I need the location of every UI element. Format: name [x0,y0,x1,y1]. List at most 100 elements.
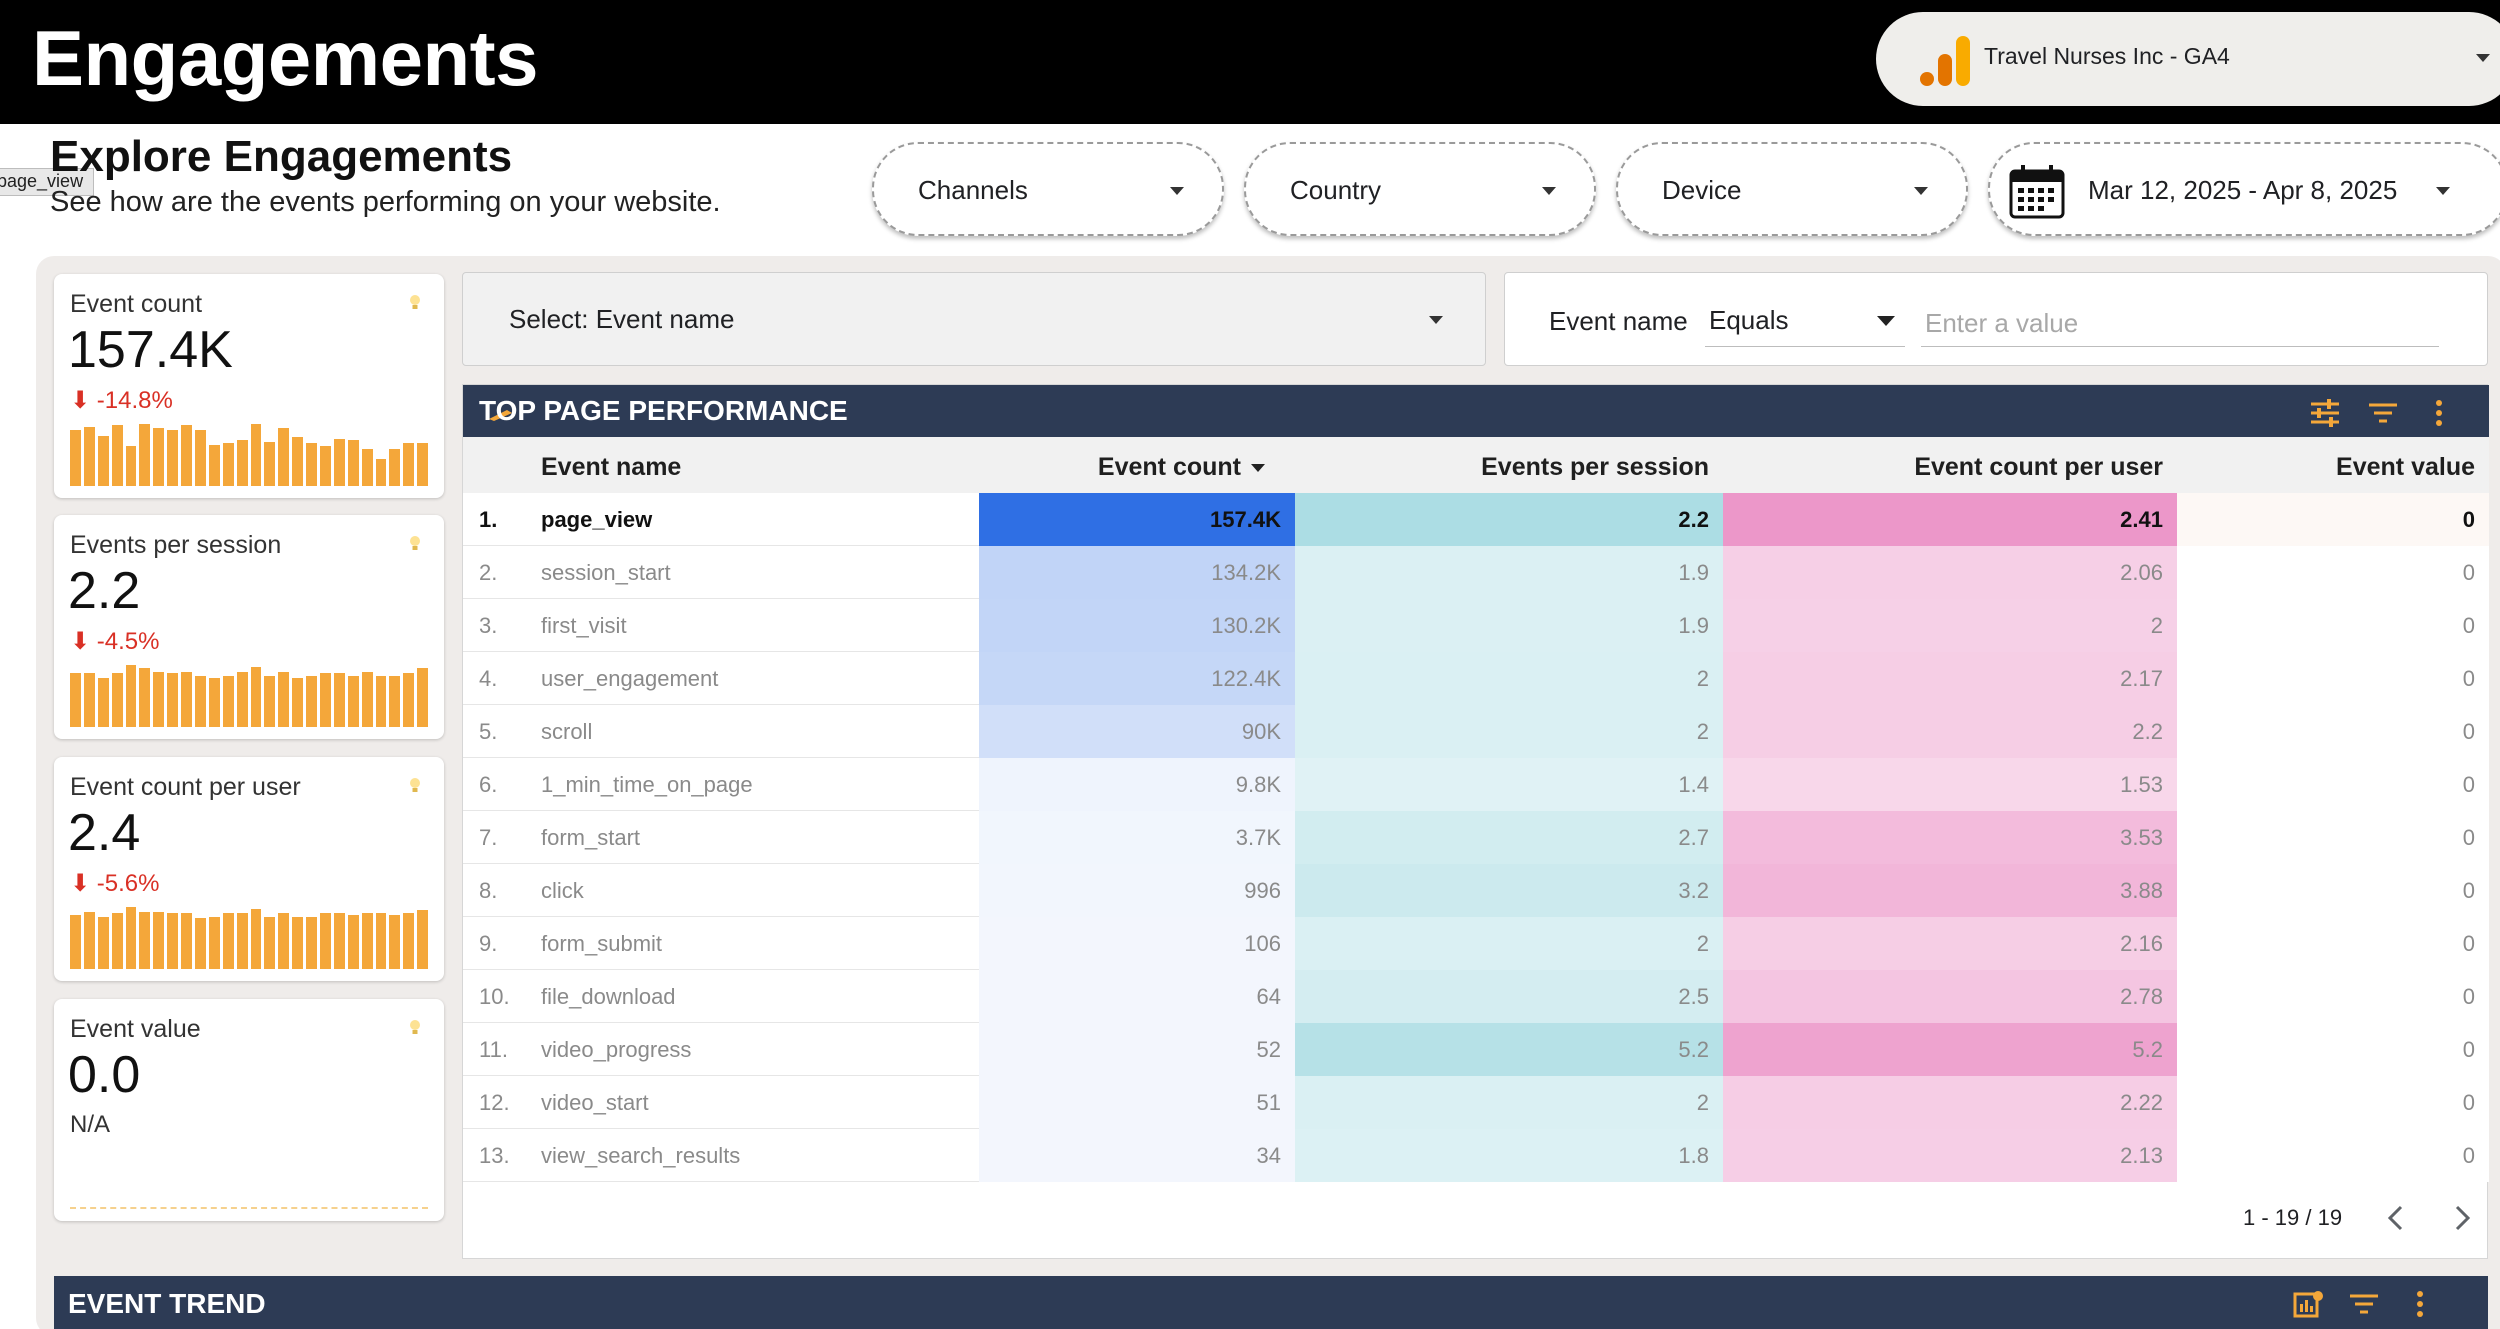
more-vert-icon[interactable] [2404,1290,2436,1318]
sparkline-chart [70,424,429,486]
filter-icon[interactable] [2367,399,2399,427]
event-name-cell: session_start [541,560,671,585]
table-row[interactable]: 8. click 996 3.2 3.88 0 [463,864,2489,917]
sparkline-bar [278,671,290,727]
event-name-cell: form_start [541,825,641,850]
table-row[interactable]: 10. file_download 64 2.5 2.78 0 [463,970,2489,1023]
col-event-name[interactable]: Event name [541,453,682,481]
event-count-per-user-cell: 2.22 [1723,1076,2177,1129]
table-title: TOP PAGE PERFORMANCE [479,395,848,426]
table-row[interactable]: 5. scroll 90K 2 2.2 0 [463,705,2489,758]
event-name-cell: file_download [541,984,676,1009]
scorecard-event-count-per-user[interactable]: Event count per user 2.4 ⬇︎ -5.6% [54,757,444,981]
table-row[interactable]: 4. user_engagement 122.4K 2 2.17 0 [463,652,2489,705]
filter-icon[interactable] [2348,1290,2380,1318]
chevron-right-icon[interactable] [2449,1203,2475,1233]
table-body: 1. page_view 157.4K 2.2 2.41 0 2. session_start… [463,493,2489,1191]
sparkline-bar [333,673,345,727]
scorecard-label: Event value [70,1015,201,1043]
chevron-down-icon [1914,187,1928,195]
sparkline-bar [208,678,220,727]
sparkline-bar [125,446,137,486]
pagination-label: 1 - 19 / 19 [2243,1205,2343,1230]
chevron-down-icon [2436,187,2450,195]
col-event-count-per-user[interactable]: Event count per user [1914,453,2163,481]
table-row[interactable]: 7. form_start 3.7K 2.7 3.53 0 [463,811,2489,864]
hover-tooltip: page_view [0,168,95,196]
country-filter[interactable]: Country [1244,142,1596,236]
sparkline-bar [361,913,373,969]
sparkline-bar [403,673,415,727]
row-index: 13. [479,1143,510,1168]
chevron-left-icon[interactable] [2383,1203,2409,1233]
sparkline-bar [125,907,137,969]
lightbulb-icon [410,1020,420,1034]
sparkline-bar [417,443,429,486]
sparkline-bar [97,678,109,727]
event-count-per-user-cell: 2.13 [1723,1129,2177,1182]
calendar-icon [2009,165,2065,219]
col-event-count[interactable]: Event count [979,453,1295,482]
sparkline-bar [83,911,95,969]
table-row[interactable]: 6. 1_min_time_on_page 9.8K 1.4 1.53 0 [463,758,2489,811]
events-per-session-cell: 2 [1295,652,1723,705]
row-index: 1. [479,507,498,532]
scorecard-delta: ⬇︎ -14.8% [70,387,173,414]
analytics-icon [1920,36,1970,86]
table-row[interactable]: 9. form_submit 106 2 2.16 0 [463,917,2489,970]
row-index: 5. [479,719,498,744]
scorecard-events-per-session[interactable]: Events per session 2.2 ⬇︎ -4.5% [54,515,444,739]
more-vert-icon[interactable] [2423,399,2455,427]
table-row[interactable]: 12. video_start 51 2 2.22 0 [463,1076,2489,1129]
table-row[interactable]: 13. view_search_results 34 1.8 2.13 0 [463,1129,2489,1182]
table-row[interactable]: 3. first_visit 130.2K 1.9 2 0 [463,599,2489,652]
event-count-cell: 9.8K [979,758,1295,811]
event-value-cell: 0 [2177,1023,2489,1076]
table-row[interactable]: 11. video_progress 52 5.2 5.2 0 [463,1023,2489,1076]
sparkline-bar [278,428,290,486]
table-row[interactable]: 2. session_start 134.2K 1.9 2.06 0 [463,546,2489,599]
tune-icon[interactable] [2309,399,2341,427]
event-count-cell: 51 [979,1076,1295,1129]
row-index: 8. [479,878,498,903]
col-events-per-session[interactable]: Events per session [1481,453,1709,481]
sparkline-bar [181,425,193,486]
device-filter[interactable]: Device [1616,142,1968,236]
sparkline-bar [250,666,262,727]
sparkline-bar [347,440,359,486]
sparkline-bar [236,671,248,727]
sparkline-bar [167,913,179,969]
sparkline-bar [264,676,276,727]
event-name-selector[interactable]: Select: Event name [462,272,1486,366]
operator-select[interactable]: Equals [1705,301,1905,347]
sparkline-bar [208,916,220,969]
table-row[interactable]: 1. page_view 157.4K 2.2 2.41 0 [463,493,2489,546]
event-name-cell: user_engagement [541,666,719,691]
channels-filter[interactable]: Channels [872,142,1224,236]
chevron-down-icon [1877,316,1895,326]
sparkline-bar [195,429,206,486]
event-value-cell: 0 [2177,970,2489,1023]
event-count-per-user-cell: 2.2 [1723,705,2177,758]
chart-settings-icon[interactable] [2292,1290,2324,1318]
chevron-down-icon [1429,316,1443,324]
table-column-headers: Event name Event count Events per sessio… [463,437,2489,493]
scorecard-label: Events per session [70,531,282,559]
event-name-selector-label: Select: Event name [509,304,735,334]
scorecard-event-value[interactable]: Event value 0.0 N/A [54,999,444,1221]
scorecard-event-count[interactable]: Event count 157.4K ⬇︎ -14.8% [54,274,444,498]
sparkline-bar [292,437,304,486]
row-index: 11. [479,1037,508,1062]
date-range-picker[interactable]: Mar 12, 2025 - Apr 8, 2025 [1988,142,2500,236]
edit-pencil-icon[interactable] [487,407,517,421]
col-event-value[interactable]: Event value [2336,453,2475,481]
event-value-cell: 0 [2177,1076,2489,1129]
event-name-cell: page_view [541,507,653,532]
sparkline-bar [236,913,248,969]
sparkline-bar [333,438,345,486]
event-count-per-user-cell: 3.88 [1723,864,2177,917]
event-value-input[interactable] [1921,301,2439,347]
sparkline-bar [97,435,109,486]
account-picker[interactable]: Travel Nurses Inc - GA4 [1876,12,2500,106]
table-row[interactable] [463,1182,2489,1191]
